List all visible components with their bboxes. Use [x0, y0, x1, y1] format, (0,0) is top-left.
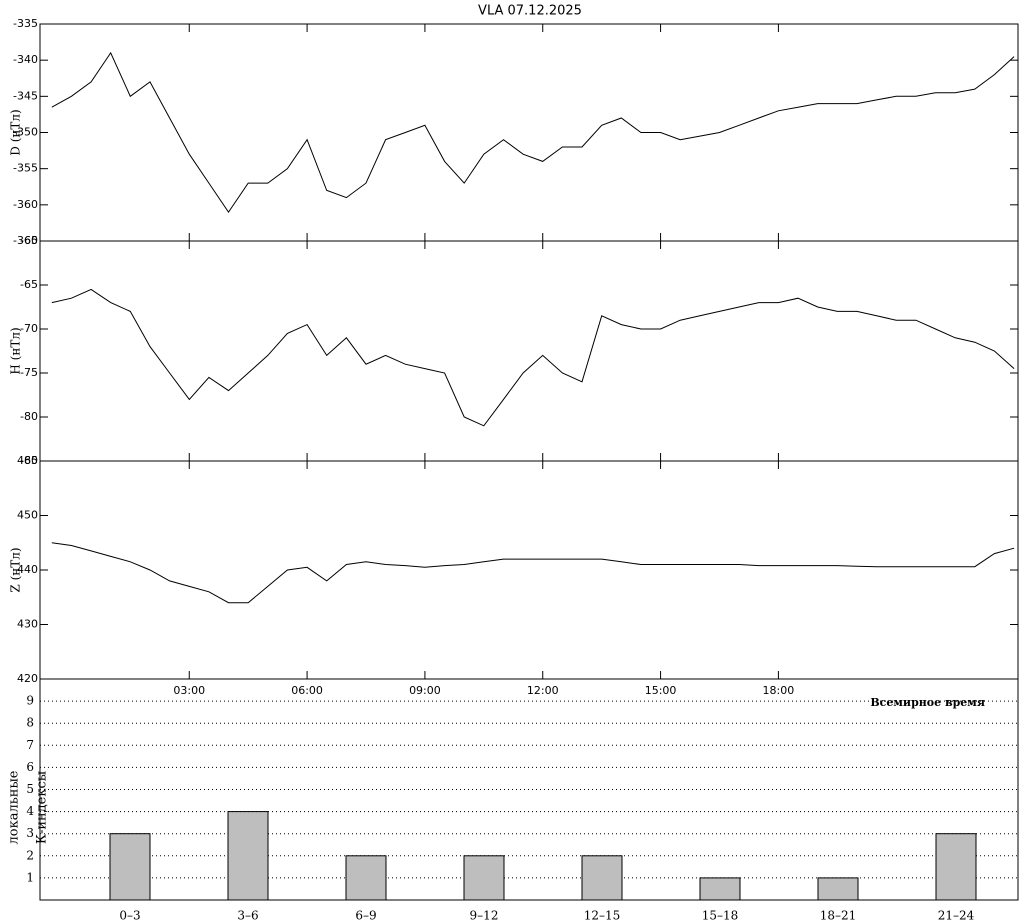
- y-tick-label: -65: [20, 278, 38, 291]
- y-tick-label: -360: [13, 198, 38, 211]
- x-tick-label: 3–6: [237, 909, 258, 921]
- data-line: [51, 542, 1015, 604]
- y-tick-label: 4: [26, 804, 34, 818]
- y-tick-label: 2: [26, 848, 34, 862]
- y-tick-label: 6: [26, 760, 34, 774]
- y-tick-label: -365: [13, 234, 38, 247]
- x-tick-label: 18–21: [820, 909, 857, 921]
- data-line: [51, 288, 1015, 427]
- bar: [227, 811, 269, 901]
- y-tick-label: -345: [13, 89, 38, 102]
- y-axis-label: H (нТл): [9, 327, 23, 374]
- y-tick-label: -70: [20, 322, 38, 335]
- x-tick-label: 06:00: [291, 684, 323, 697]
- y-tick-label: -335: [13, 17, 38, 30]
- y-tick-label: -60: [20, 234, 38, 247]
- x-tick-label: 21–24: [938, 909, 975, 921]
- bar: [935, 833, 977, 901]
- y-tick-label: 440: [17, 563, 38, 576]
- x-tick-label: 09:00: [409, 684, 441, 697]
- panel-frame: [39, 460, 1019, 680]
- y-tick-label: 9: [26, 694, 34, 708]
- y-tick-label: -350: [13, 126, 38, 139]
- bar: [817, 877, 859, 901]
- panel-frame: [39, 23, 1019, 242]
- bar: [109, 833, 151, 901]
- bar: [699, 877, 741, 901]
- y-axis-label: К-индексы: [35, 771, 50, 844]
- x-tick-label: 18:00: [763, 684, 795, 697]
- x-axis-label: Всемирное время: [870, 696, 985, 709]
- x-tick-label: 12–15: [584, 909, 621, 921]
- y-tick-label: -340: [13, 53, 38, 66]
- y-tick-label: 8: [26, 716, 34, 730]
- x-tick-label: 6–9: [355, 909, 376, 921]
- bar: [581, 855, 623, 901]
- x-tick-label: 0–3: [119, 909, 140, 921]
- y-tick-label: 3: [26, 826, 34, 840]
- x-tick-label: 12:00: [527, 684, 559, 697]
- y-tick-label: 7: [26, 738, 34, 752]
- data-line: [51, 51, 1015, 213]
- bar: [463, 855, 505, 901]
- y-tick-label: 450: [17, 509, 38, 522]
- y-tick-label: -80: [20, 410, 38, 423]
- x-tick-label: 9–12: [470, 909, 499, 921]
- chart-title: VLA 07.12.2025: [478, 4, 582, 19]
- x-tick-label: 15:00: [645, 684, 677, 697]
- x-tick-label: 15–18: [702, 909, 739, 921]
- panel-frame: [39, 678, 1019, 901]
- y-tick-label: 1: [26, 870, 34, 884]
- y-tick-label: 430: [17, 618, 38, 631]
- bar: [345, 855, 387, 901]
- y-tick-label: -85: [20, 454, 38, 467]
- y-tick-label: -355: [13, 162, 38, 175]
- panel-frame: [39, 240, 1019, 462]
- y-axis-label: D (нТл): [9, 109, 23, 155]
- y-tick-label: 460: [17, 454, 38, 467]
- y-tick-label: 5: [26, 782, 34, 796]
- x-tick-label: 03:00: [173, 684, 205, 697]
- y-tick-label: -75: [20, 366, 38, 379]
- y-axis-label: Z (нТл): [9, 547, 23, 592]
- y-tick-label: 420: [17, 672, 38, 685]
- y-axis-label: локальные: [7, 770, 22, 844]
